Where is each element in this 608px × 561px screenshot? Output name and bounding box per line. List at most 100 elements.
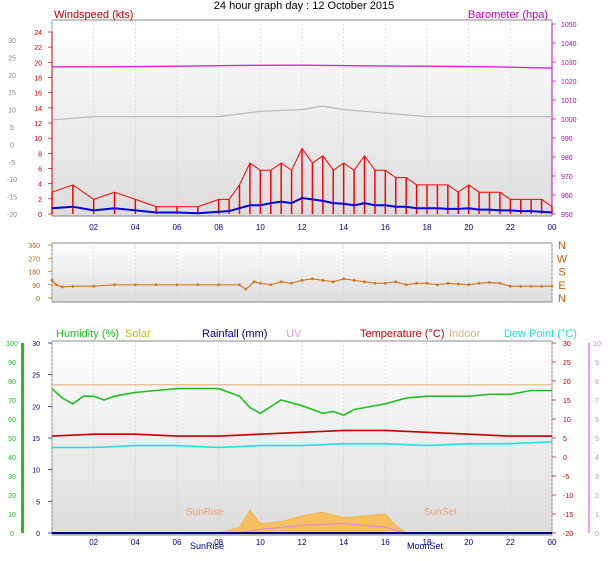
wind-direction-point <box>196 283 200 287</box>
baro-y-tick: 990 <box>561 136 573 143</box>
wind-direction-point <box>373 281 377 285</box>
dewpoint-line <box>52 441 553 449</box>
wind-direction-point <box>540 284 543 288</box>
wind-direction-point <box>50 278 54 282</box>
outer-y-tick: -5 <box>9 160 15 167</box>
wind-direction-point <box>279 280 283 284</box>
outer-y-tick: 0 <box>10 142 14 149</box>
wind-direction-point <box>498 281 502 285</box>
baro-y-tick: 970 <box>561 174 573 181</box>
wind-direction-point <box>436 283 439 287</box>
temperature-y-tick: 10 <box>563 417 571 424</box>
rainfall-y-tick: 30 <box>32 341 40 348</box>
humidity-y-tick: 90 <box>8 360 16 367</box>
wind-direction-point <box>529 284 533 288</box>
wind-y-tick: 4 <box>38 182 42 189</box>
compass-label: N <box>558 240 566 252</box>
wind-direction-point <box>415 281 418 285</box>
wind-scale2-line <box>51 105 552 121</box>
wind-direction-point <box>300 278 304 282</box>
wind-direction-point <box>61 285 64 289</box>
wind-direction-point <box>258 281 262 285</box>
sunrise-time-label: SunRise <box>190 541 224 551</box>
humidity-axis-label: Humidity (%) <box>56 328 119 340</box>
wind-direction-point <box>321 278 325 282</box>
x-tick-lower: 18 <box>423 538 432 547</box>
baro-y-tick: 1010 <box>561 98 577 105</box>
humidity-y-tick: 40 <box>8 455 16 462</box>
x-tick-lower: 08 <box>214 538 223 547</box>
barometer-line <box>52 64 553 69</box>
outer-y-tick: -15 <box>7 195 17 202</box>
wind-direction-point <box>477 281 481 285</box>
rainfall-y-tick: 15 <box>32 436 40 443</box>
uv-y-tick: 4 <box>595 455 599 462</box>
outer-y-tick: -20 <box>7 212 17 219</box>
wind-direction-point <box>394 280 398 284</box>
x-tick-wind: 02 <box>89 223 98 232</box>
wind-direction-point <box>217 283 221 287</box>
x-tick-lower: 00 <box>548 538 557 547</box>
rainfall-y-tick: 25 <box>32 373 40 380</box>
wind-direction-point <box>331 280 335 284</box>
outer-y-tick: 15 <box>8 90 16 97</box>
barometer-axis-label: Barometer (hpa) <box>468 9 548 21</box>
temperature-y-tick: -5 <box>563 474 569 481</box>
wind-direction-point <box>519 284 523 288</box>
uv-y-tick: 2 <box>595 493 599 500</box>
x-tick-lower: 14 <box>339 538 348 547</box>
humidity-y-tick: 100 <box>6 341 18 348</box>
humidity-axis-bar <box>21 343 24 533</box>
humidity-y-tick: 0 <box>10 531 14 538</box>
wind-direction-point <box>92 284 96 288</box>
wind-direction-point <box>363 280 366 284</box>
temperature-y-tick: 20 <box>563 379 571 386</box>
compass-label: S <box>558 267 565 279</box>
wind-direction-point <box>488 281 491 284</box>
x-tick-wind: 20 <box>464 223 473 232</box>
humidity-y-tick: 80 <box>8 379 16 386</box>
uv-y-tick: 10 <box>593 341 601 348</box>
baro-y-tick: 950 <box>561 212 573 219</box>
wind-direction-point <box>383 281 387 285</box>
x-tick-wind: 06 <box>173 223 182 232</box>
wind-direction-point <box>175 283 179 287</box>
wind-direction-point <box>352 278 356 282</box>
sunrise-annotation: SunRise <box>186 507 224 518</box>
temperature-y-tick: 25 <box>563 360 571 367</box>
outer-y-tick: 20 <box>8 73 16 80</box>
rainfall-y-tick: 20 <box>32 404 40 411</box>
direction-y-tick: 90 <box>32 283 40 290</box>
solar-axis-label: Solar <box>125 328 151 340</box>
baro-y-tick: 980 <box>561 155 573 162</box>
wind-direction-point <box>425 281 429 285</box>
windspeed-axis-label: Windspeed (kts) <box>54 9 133 21</box>
wind-y-tick: 24 <box>34 30 42 37</box>
outer-y-tick: 5 <box>10 125 14 132</box>
uv-y-tick: 3 <box>595 474 599 481</box>
x-tick-lower: 10 <box>256 538 265 547</box>
wind-y-tick: 8 <box>38 151 42 158</box>
x-tick-wind: 18 <box>423 223 432 232</box>
wind-direction-point <box>342 277 346 281</box>
temperature-y-tick: 15 <box>563 398 571 405</box>
uv-y-tick: 9 <box>595 360 599 367</box>
temperature-y-tick: -10 <box>563 493 573 500</box>
wind-average-line <box>51 196 553 215</box>
baro-y-tick: 1030 <box>561 60 577 67</box>
temperature-y-tick: 30 <box>563 341 571 348</box>
x-tick-wind: 16 <box>381 223 390 232</box>
temperature-axis-label: Temperature (°C) <box>360 328 444 340</box>
wind-y-tick: 2 <box>38 197 42 204</box>
rainfall-y-tick: 0 <box>36 531 40 538</box>
x-tick-wind: 12 <box>298 223 307 232</box>
wind-y-tick: 12 <box>34 121 42 128</box>
uv-y-tick: 5 <box>595 436 599 443</box>
temperature-y-tick: -20 <box>563 531 573 538</box>
compass-label: W <box>557 253 568 265</box>
rainfall-y-tick: 10 <box>32 468 40 475</box>
baro-y-tick: 960 <box>561 193 573 200</box>
temperature-line <box>51 429 552 437</box>
wind-y-tick: 18 <box>34 76 42 83</box>
wind-y-tick: 16 <box>34 91 42 98</box>
